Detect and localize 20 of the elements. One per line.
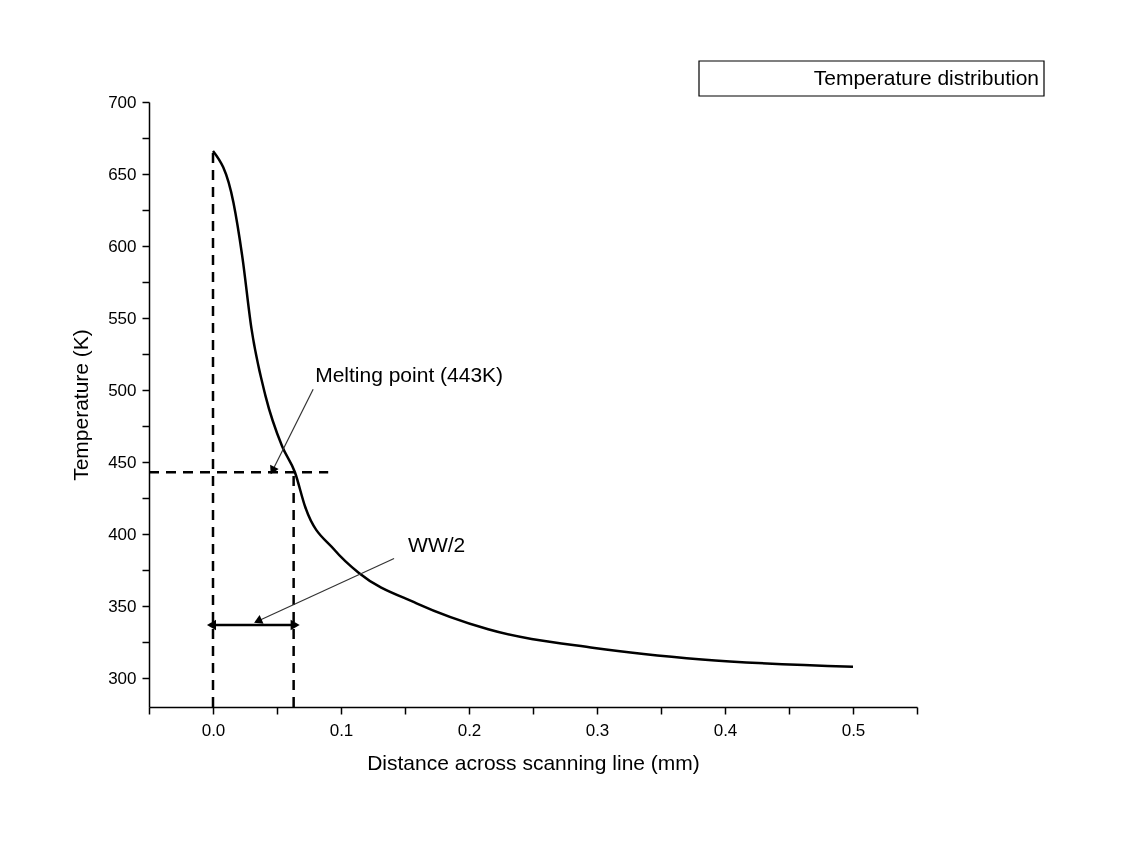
y-axis-title: Temperature (K) xyxy=(69,329,93,481)
annotation: WW/2 xyxy=(408,532,466,556)
x-tick-label: 0.5 xyxy=(841,720,866,740)
x-tick-label: 0.0 xyxy=(201,720,226,740)
y-tick-label: 400 xyxy=(108,524,137,544)
annotation: Melting point (443K) xyxy=(315,363,504,387)
y-tick-label: 650 xyxy=(108,164,137,184)
x-axis-title: Distance across scanning line (mm) xyxy=(367,750,700,774)
x-tick-label: 0.4 xyxy=(713,720,738,740)
chart-title: Temperature distribution xyxy=(813,66,1039,89)
y-tick-label: 700 xyxy=(108,92,137,112)
y-tick-label: 500 xyxy=(108,380,137,400)
y-tick-label: 300 xyxy=(108,668,137,688)
y-tick-label: 350 xyxy=(108,596,137,616)
y-tick-label: 550 xyxy=(108,308,137,328)
y-tick-label: 450 xyxy=(108,452,137,472)
x-tick-label: 0.2 xyxy=(457,720,482,740)
y-tick-label: 600 xyxy=(108,236,137,256)
x-tick-label: 0.3 xyxy=(585,720,610,740)
x-tick-label: 0.1 xyxy=(329,720,354,740)
